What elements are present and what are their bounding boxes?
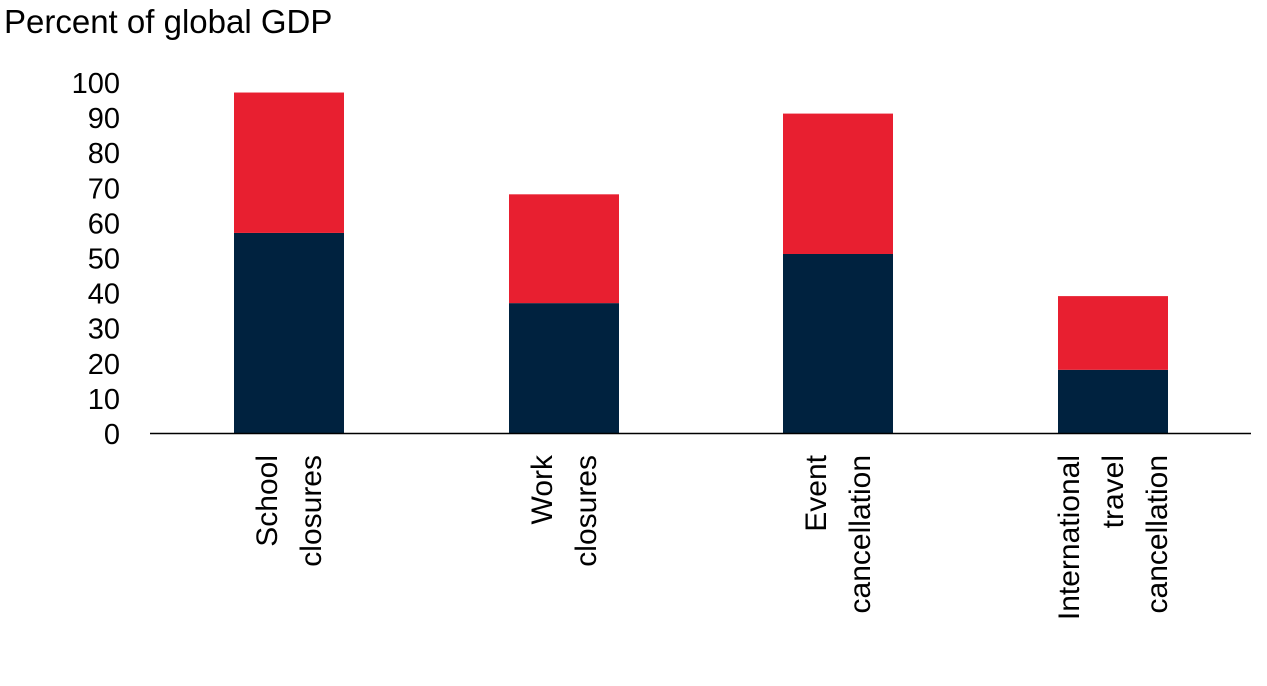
x-category-label: International xyxy=(1053,455,1086,620)
x-category-label: Event xyxy=(800,454,833,531)
bar-segment-2-4 xyxy=(1058,296,1168,370)
x-category-label: closures xyxy=(570,455,603,567)
bar-segment-2-3 xyxy=(783,113,893,254)
y-tick-label: 50 xyxy=(88,244,120,276)
bar-segment-1-1 xyxy=(234,232,344,433)
y-tick-label: 10 xyxy=(88,384,120,416)
y-tick-label: 20 xyxy=(88,349,120,381)
y-tick-label: 30 xyxy=(88,314,120,346)
bar-segment-1-2 xyxy=(509,303,619,433)
bar-segment-1-3 xyxy=(783,253,893,433)
bar-segment-1-4 xyxy=(1058,369,1168,433)
x-axis-labels: School closures Work closures Event cancellat… xyxy=(251,454,1174,620)
y-tick-label: 100 xyxy=(72,68,120,100)
bar-segment-2-1 xyxy=(234,92,344,233)
y-tick-label: 60 xyxy=(88,208,120,240)
x-category-label: cancellation xyxy=(1141,455,1174,613)
y-tick-label: 80 xyxy=(88,138,120,170)
y-tick-label: 40 xyxy=(88,279,120,311)
x-category-label: closures xyxy=(295,455,328,567)
x-category-label: Work xyxy=(526,454,559,524)
x-category-label: cancellation xyxy=(844,455,877,613)
y-tick-label: 90 xyxy=(88,103,120,135)
chart-title: Percent of global GDP xyxy=(4,3,333,40)
bars-layer xyxy=(234,92,1168,433)
y-tick-label: 70 xyxy=(88,173,120,205)
x-category-label: School xyxy=(251,455,284,547)
y-tick-label: 0 xyxy=(104,419,120,451)
x-category-label: travel xyxy=(1097,455,1130,528)
bar-segment-2-2 xyxy=(509,194,619,304)
